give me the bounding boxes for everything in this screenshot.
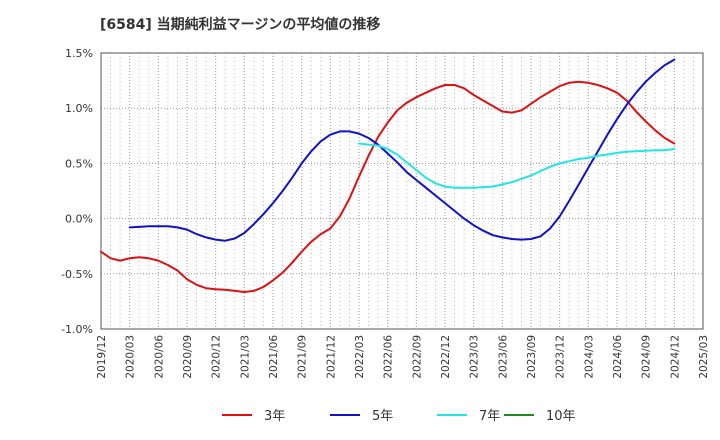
plot-frame [100,52,704,330]
x-tick-label: 2020/09 [182,335,194,379]
series-line-7年 [358,142,676,189]
x-tick-label: 2024/06 [612,335,624,379]
legend-label: 5年 [372,409,393,424]
x-tick-label: 2023/12 [555,335,567,379]
x-tick-label: 2022/06 [383,335,395,379]
x-tick-label: 2020/06 [153,335,165,379]
y-tick-label: 0.0% [65,213,93,226]
x-tick-label: 2025/03 [698,335,710,379]
x-tick-label: 2021/03 [239,335,251,379]
y-tick-label: -0.5% [61,268,93,281]
legend-label: 7年 [479,409,500,424]
x-tick-label: 2024/09 [641,335,653,379]
x-tick-label: 2022/12 [440,335,452,379]
series-line-5年 [128,58,676,242]
x-tick-label: 2020/12 [211,335,223,379]
y-tick-label: -1.0% [61,323,93,336]
x-tick-label: 2020/03 [125,335,137,379]
x-tick-label: 2022/09 [411,335,423,379]
x-tick-label: 2023/09 [526,335,538,379]
x-tick-label: 2023/03 [469,335,481,379]
y-tick-label: 1.0% [65,102,93,115]
x-tick-label: 2019/12 [96,335,108,379]
chart-title: [6584] 当期純利益マージンの平均値の推移 [100,17,381,33]
x-tick-label: 2021/09 [297,335,309,379]
x-tick-label: 2024/12 [669,335,681,379]
series-line-3年 [100,80,676,293]
x-tick-label: 2022/03 [354,335,366,379]
legend-label: 10年 [546,409,576,424]
y-tick-label: 0.5% [65,157,93,170]
x-tick-label: 2021/12 [325,335,337,379]
x-tick-label: 2024/03 [583,335,595,379]
legend-label: 3年 [264,409,285,424]
y-tick-label: 1.5% [65,47,93,60]
x-tick-label: 2021/06 [268,335,280,379]
x-tick-label: 2023/06 [497,335,509,379]
